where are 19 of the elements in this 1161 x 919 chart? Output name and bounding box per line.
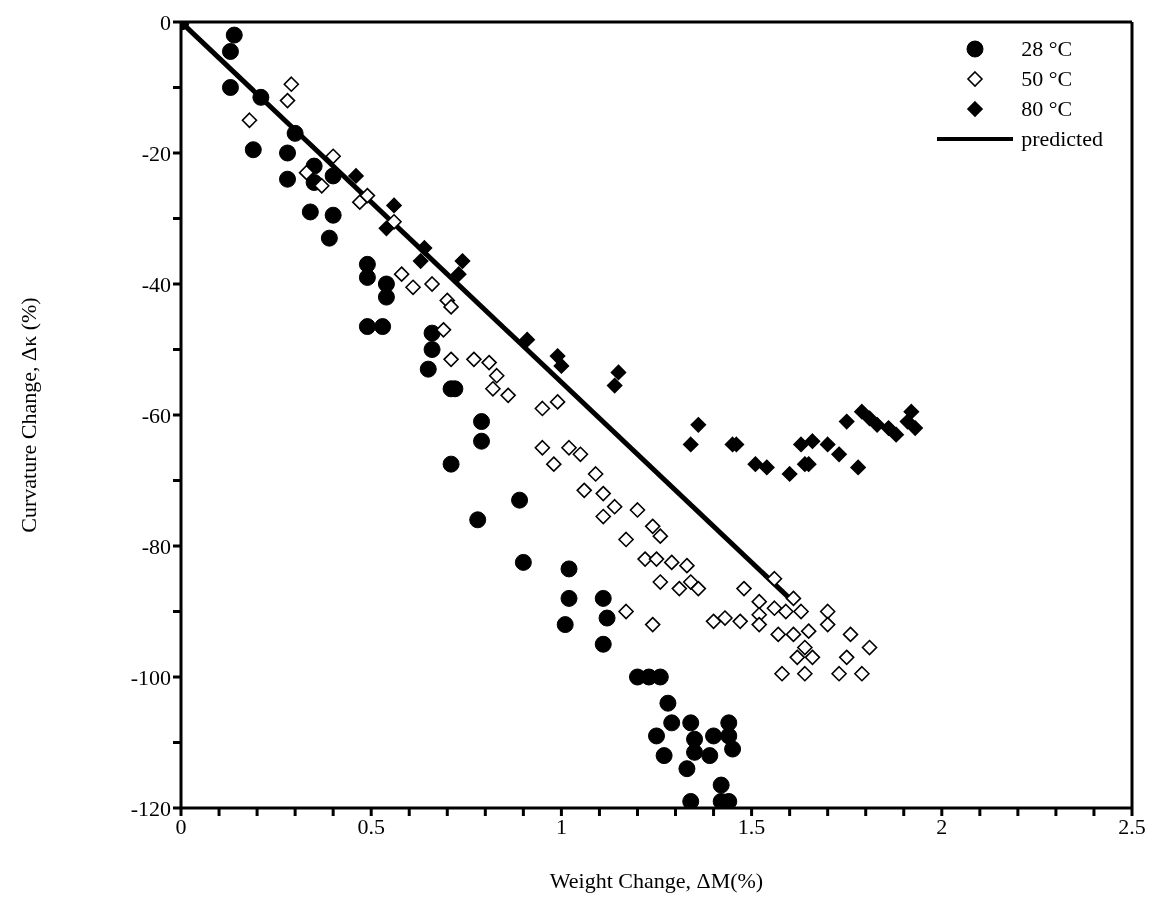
y-tick-label: 0 — [160, 9, 171, 35]
y-tick-label: -20 — [141, 140, 171, 166]
y-tick-label: -60 — [141, 402, 171, 428]
x-tick-label: 0 — [175, 813, 187, 839]
x-tick-label: 2.5 — [1118, 813, 1146, 839]
x-tick-label: 2 — [936, 813, 948, 839]
legend-label: 80 °C — [1021, 95, 1073, 123]
y-tick-label: -120 — [130, 795, 171, 821]
y-tick-label: -40 — [141, 271, 171, 297]
x-tick-label: 1 — [555, 813, 567, 839]
x-tick-label: 0.5 — [357, 813, 385, 839]
y-axis-title: Curvature Change, Δκ (%) — [15, 297, 41, 533]
x-axis-title: Weight Change, ΔM(%) — [549, 868, 764, 893]
y-tick-label: -100 — [130, 664, 171, 690]
y-tick-label: -80 — [141, 533, 171, 559]
legend-label: 50 °C — [1021, 65, 1073, 93]
x-tick-label: 1.5 — [737, 813, 766, 839]
legend-label: 28 °C — [1021, 35, 1073, 63]
legend-label: predicted — [1021, 125, 1103, 153]
